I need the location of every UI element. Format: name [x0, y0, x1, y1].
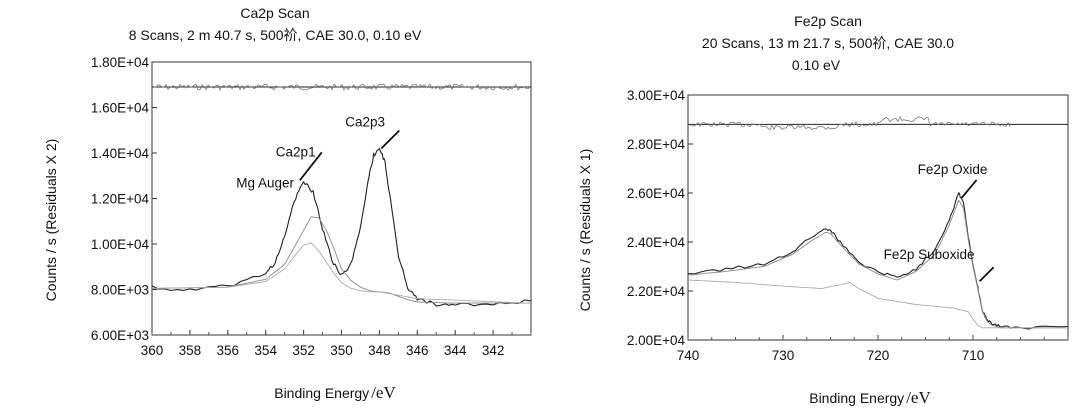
- right-series-2-line: [687, 199, 1068, 329]
- left-x-axis-label-unit: eV: [376, 383, 397, 402]
- right-x-tick-label: 710: [962, 348, 985, 363]
- right-plot-area: 2.00E+04 2.20E+04 2.40E+04 2.60E+04 2.80E+04…: [627, 88, 1069, 363]
- left-x-axis-label-separator: /: [371, 383, 376, 402]
- left-x-tick-label: 358: [179, 343, 202, 358]
- left-x-tick-label: 360: [141, 343, 164, 358]
- left-plot-frame: [151, 61, 532, 336]
- right-y-tick-label: 2.80E+04: [627, 137, 686, 152]
- right-x-axis-label-unit: eV: [911, 388, 932, 407]
- left-y-tick-label: 1.20E+04: [91, 192, 150, 207]
- left-plot-area: 6.00E+03 8.00E+03 1.00E+04 1.20E+04 1.40E+04…: [91, 55, 532, 358]
- right-x-axis-label-separator: /: [906, 388, 911, 407]
- left-series-1-line: [151, 147, 532, 307]
- right-x-tick-label: 740: [677, 348, 700, 363]
- left-y-tick-label: 1.60E+04: [91, 101, 150, 116]
- left-x-tick-label: 356: [217, 343, 240, 358]
- right-y-tick-label: 2.00E+04: [627, 333, 686, 348]
- right-annotation-leader: [960, 179, 978, 199]
- right-x-tick-label: 720: [867, 348, 890, 363]
- left-x-tick-label: 344: [444, 343, 467, 358]
- right-x-tick-label: 730: [772, 348, 795, 363]
- right-annotation-leader: [979, 266, 995, 282]
- left-annotation-label: Ca2p1: [276, 144, 316, 159]
- left-chart-title: Ca2p Scan: [240, 5, 309, 21]
- right-plot-frame: [687, 94, 1069, 341]
- right-x-axis-label-text: Binding Energy: [809, 390, 904, 406]
- right-x-axis-label: Binding Energy/eV: [809, 388, 931, 407]
- right-y-tick-label: 2.60E+04: [627, 186, 686, 201]
- left-annotation-label: Ca2p3: [345, 114, 385, 129]
- right-chart-subtitle: 20 Scans, 13 m 21.7 s, 500祄, CAE 30.0: [702, 35, 954, 51]
- right-y-tick-label: 3.00E+04: [627, 88, 686, 103]
- left-x-tick-label: 348: [368, 343, 391, 358]
- left-y-tick-label: 8.00E+03: [91, 283, 149, 298]
- left-annotation-label: Mg Auger: [236, 175, 294, 190]
- left-y-axis-label: Counts / s (Residuals X 2): [43, 139, 59, 302]
- right-series-3-line: [687, 279, 1068, 329]
- left-x-tick-label: 350: [330, 343, 353, 358]
- left-x-tick-label: 346: [406, 343, 429, 358]
- right-series-1-line: [687, 191, 1069, 330]
- left-series-3-line: [151, 242, 532, 304]
- right-chart-title: Fe2p Scan: [794, 13, 862, 29]
- left-annotation-leader: [299, 151, 323, 181]
- left-x-axis-label: Binding Energy/eV: [274, 383, 396, 402]
- left-y-tick-label: 6.00E+03: [91, 328, 149, 343]
- left-y-tick-label: 1.00E+04: [91, 237, 150, 252]
- left-x-tick-label: 342: [482, 343, 505, 358]
- right-chart-subtitle-2: 0.10 eV: [792, 57, 841, 73]
- right-y-tick-label: 2.40E+04: [627, 235, 686, 250]
- left-x-axis-label-text: Binding Energy: [274, 385, 369, 401]
- left-y-tick-label: 1.80E+04: [91, 55, 150, 70]
- right-residual-trace: [689, 115, 1011, 131]
- right-annotation-label: Fe2p Oxide: [918, 162, 988, 177]
- left-chart-subtitle: 8 Scans, 2 m 40.7 s, 500祄, CAE 30.0, 0.1…: [129, 27, 422, 43]
- left-x-tick-label: 352: [292, 343, 315, 358]
- left-residual-trace: [153, 83, 531, 91]
- right-y-tick-label: 2.20E+04: [627, 284, 686, 299]
- left-x-tick-label: 354: [254, 343, 277, 358]
- left-series-2-line: [151, 216, 531, 304]
- right-y-axis-label: Counts / s (Residuals X 1): [577, 149, 593, 312]
- right-annotation-label: Fe2p Suboxide: [884, 247, 975, 262]
- left-y-tick-label: 1.40E+04: [91, 146, 150, 161]
- left-annotation-leader: [380, 129, 400, 150]
